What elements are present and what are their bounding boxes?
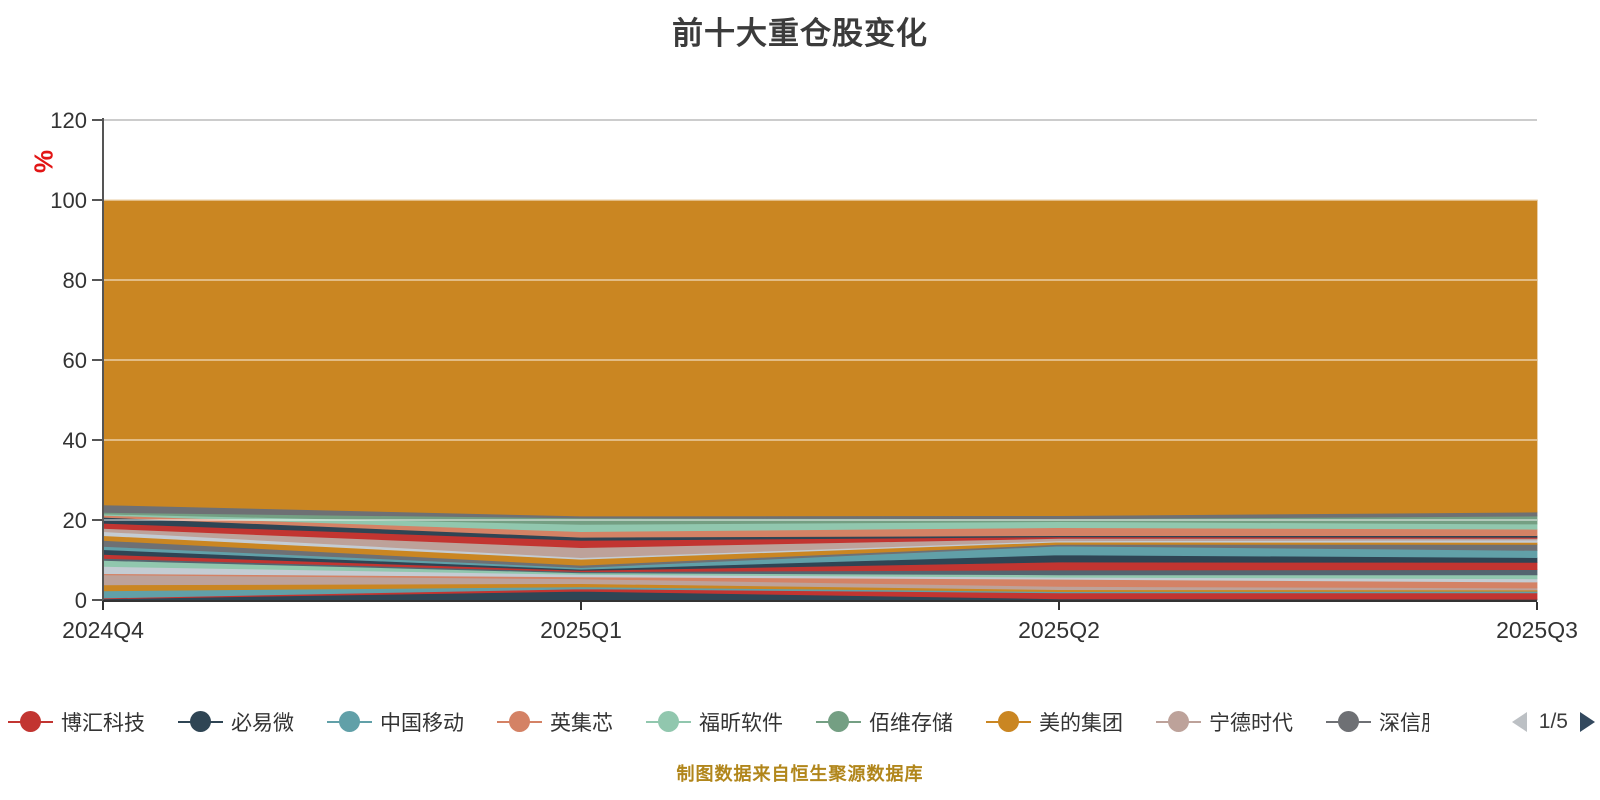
legend-item-佰维存储[interactable]: 佰维存储	[816, 707, 953, 737]
legend-item-美的集团[interactable]: 美的集团	[986, 707, 1123, 737]
stacked-area-chart: 0 20 40 60 80 100 120 2024Q4 2025Q1 2025Q2 2025Q3	[50, 108, 1578, 643]
legend-label: 福昕软件	[699, 712, 783, 735]
legend: 博汇科技 必易微 中国移动 英集芯 福昕软件 佰维存储 美的集团 宁德时代 深信服	[8, 702, 1592, 742]
legend-label: 必易微	[231, 712, 294, 735]
x-tick-label-2025Q1: 2025Q1	[540, 617, 622, 643]
x-tick-label-2024Q4: 2024Q4	[62, 617, 144, 643]
legend-prev-page-icon[interactable]	[1511, 712, 1527, 732]
legend-label: 中国移动	[380, 712, 464, 735]
data-source-note: 制图数据来自恒生聚源数据库	[676, 764, 924, 784]
legend-label: 佰维存储	[869, 712, 953, 735]
legend-next-page-icon[interactable]	[1580, 712, 1595, 732]
legend-line-dot-icon	[646, 711, 691, 733]
legend-line-dot-icon	[816, 711, 861, 733]
area-series-美的集团	[102, 199, 1538, 517]
legend-line-dot-icon	[1326, 711, 1371, 733]
legend-line-dot-icon	[1156, 711, 1201, 733]
legend-label: 博汇科技	[61, 712, 145, 735]
y-tick-label-80: 80	[63, 268, 87, 293]
legend-label: 宁德时代	[1209, 712, 1293, 735]
legend-line-dot-icon	[8, 711, 53, 733]
x-tick-label-2025Q2: 2025Q2	[1018, 617, 1100, 643]
legend-line-dot-icon	[497, 711, 542, 733]
y-tick-label-60: 60	[63, 348, 87, 373]
y-tick-label-40: 40	[63, 428, 87, 453]
legend-line-dot-icon	[178, 711, 223, 733]
legend-item-博汇科技[interactable]: 博汇科技	[8, 707, 145, 737]
y-tick-label-0: 0	[75, 588, 87, 613]
legend-item-宁德时代[interactable]: 宁德时代	[1156, 707, 1293, 737]
y-tick-label-20: 20	[63, 508, 87, 533]
legend-item-中国移动[interactable]: 中国移动	[327, 707, 464, 737]
y-tick-label-100: 100	[50, 188, 87, 213]
legend-item-深信服[interactable]: 深信服	[1326, 707, 1429, 737]
x-tick-label-2025Q3: 2025Q3	[1496, 617, 1578, 643]
legend-label: 英集芯	[550, 712, 613, 735]
y-tick-label-120: 120	[50, 108, 87, 133]
legend-item-必易微[interactable]: 必易微	[178, 707, 294, 737]
legend-label: 深信服	[1379, 712, 1429, 735]
legend-line-dot-icon	[327, 711, 372, 733]
legend-item-英集芯[interactable]: 英集芯	[497, 707, 613, 737]
page-title: 前十大重仓股变化	[672, 16, 928, 51]
legend-item-福昕软件[interactable]: 福昕软件	[646, 707, 783, 737]
legend-line-dot-icon	[986, 711, 1031, 733]
legend-pagination: 1/5	[1511, 702, 1595, 742]
legend-label: 美的集团	[1039, 712, 1123, 735]
legend-page-indicator: 1/5	[1538, 710, 1568, 733]
